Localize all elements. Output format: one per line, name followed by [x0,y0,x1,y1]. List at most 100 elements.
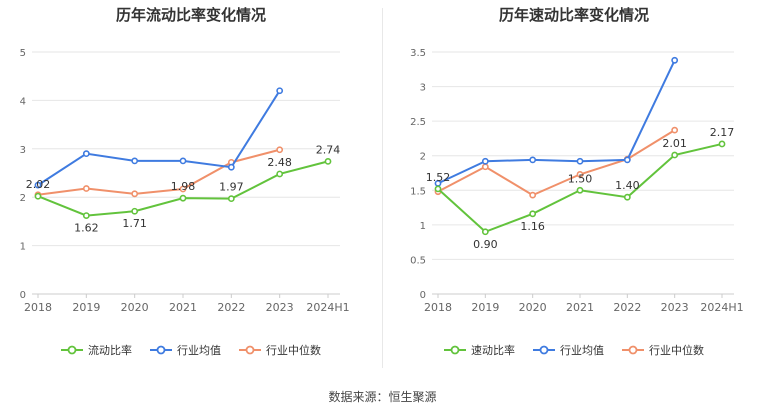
quick-ratio-chart-panel: 历年速动比率变化情况 0 0.5 1 1.5 2 2.5 3 3.5 2018 2019 2020 2… [383,0,765,385]
legend-label: 行业中位数 [266,344,321,357]
x-tick-label: 2018 [424,301,452,314]
legend-item[interactable]: 行业中位数 [622,342,704,358]
series-line [437,129,676,197]
x-tick-label: 2024H1 [306,301,349,314]
data-point[interactable] [671,126,679,134]
legend-label: 行业均值 [560,344,604,357]
y-tick-label: 2 [20,193,26,204]
x-tick-label: 2021 [169,301,197,314]
legend-line-marker-icon [622,345,644,355]
panel-divider [382,8,383,368]
data-point[interactable] [179,185,187,193]
data-label: 1.71 [122,217,147,230]
legend-line-marker-icon [61,345,83,355]
y-tick-label: 5 [20,48,26,59]
legend-item[interactable]: 速动比率 [444,342,515,358]
data-point[interactable] [718,140,726,148]
legend-line-marker-icon [150,345,172,355]
data-point[interactable] [131,190,139,198]
data-point[interactable] [529,210,537,218]
legend-label: 行业均值 [177,344,221,357]
y-tick-label: 3.5 [410,48,426,59]
legend-item[interactable]: 行业均值 [150,342,221,358]
data-label: 1.52 [426,171,451,184]
legend-line-marker-icon [533,345,555,355]
data-source-note: 数据来源：恒生聚源 [328,390,437,404]
y-tick-label: 1 [420,221,426,232]
data-point[interactable] [324,157,332,165]
chart-legend: 速动比率 行业均值 行业中位数 [383,342,765,358]
data-point[interactable] [481,163,489,171]
data-point[interactable] [131,207,139,215]
legend-item[interactable]: 行业均值 [533,342,604,358]
data-point[interactable] [434,185,442,193]
data-label: 1.97 [219,181,244,194]
data-point[interactable] [82,150,90,158]
legend-line-marker-icon [444,345,466,355]
data-point[interactable] [623,156,631,164]
data-point[interactable] [227,163,235,171]
legend-label: 流动比率 [88,344,132,357]
y-tick-label: 0 [420,290,426,301]
data-label: 2.02 [26,178,51,191]
chart-title: 历年流动比率变化情况 [115,6,266,24]
legend-item[interactable]: 行业中位数 [239,342,321,358]
data-label: 0.90 [473,238,498,251]
data-label: 2.01 [662,137,687,150]
legend-line-marker-icon [239,345,261,355]
data-point[interactable] [481,157,489,165]
x-tick-label: 2019 [72,301,100,314]
data-point[interactable] [179,194,187,202]
x-tick-label: 2022 [217,301,245,314]
y-tick-label: 2.5 [410,117,426,128]
data-point[interactable] [623,193,631,201]
data-point[interactable] [34,181,42,189]
series-line [37,148,280,196]
data-point[interactable] [529,191,537,199]
data-point[interactable] [529,156,537,164]
y-tick-label: 1 [20,242,26,253]
data-label: 1.16 [520,220,545,233]
y-tick-label: 3 [420,83,426,94]
y-tick-label: 4 [20,96,26,107]
data-point[interactable] [576,170,584,178]
data-point[interactable] [227,195,235,203]
y-tick-label: 0.5 [410,255,426,266]
data-point[interactable] [131,157,139,165]
data-point[interactable] [671,56,679,64]
data-label: 2.17 [710,126,735,139]
current-ratio-chart-panel: 历年流动比率变化情况 0 1 2 3 4 5 2018 2019 2020 2021 2022 202… [0,0,382,385]
data-label: 2.48 [267,156,292,169]
x-tick-label: 2022 [613,301,641,314]
x-tick-label: 2023 [266,301,294,314]
data-label: 1.98 [171,180,196,193]
chart-title: 历年速动比率变化情况 [498,6,649,24]
x-tick-label: 2019 [471,301,499,314]
current-ratio-chart: 0 1 2 3 4 5 2018 2019 2020 2021 2022 2023 2024H1 2.02… [20,48,350,314]
data-point[interactable] [481,228,489,236]
data-point[interactable] [576,157,584,165]
data-point[interactable] [34,192,42,200]
series-line [437,59,676,185]
data-label: 1.50 [568,172,593,185]
y-tick-label: 1.5 [410,186,426,197]
data-point[interactable] [276,87,284,95]
x-tick-label: 2020 [121,301,149,314]
x-tick-label: 2021 [566,301,594,314]
data-point[interactable] [82,212,90,219]
series-line [37,90,281,186]
legend-label: 速动比率 [471,344,515,357]
legend-item[interactable]: 流动比率 [61,342,132,358]
chart-legend: 流动比率 行业均值 行业中位数 [0,342,382,358]
x-tick-label: 2018 [24,301,52,314]
data-point[interactable] [276,146,284,154]
data-point[interactable] [179,157,187,165]
data-point[interactable] [276,170,284,178]
data-point[interactable] [576,186,584,194]
y-tick-label: 2 [420,152,426,163]
data-label: 1.62 [74,222,99,235]
data-point[interactable] [671,151,679,159]
data-point[interactable] [82,185,90,192]
x-tick-label: 2023 [661,301,689,314]
